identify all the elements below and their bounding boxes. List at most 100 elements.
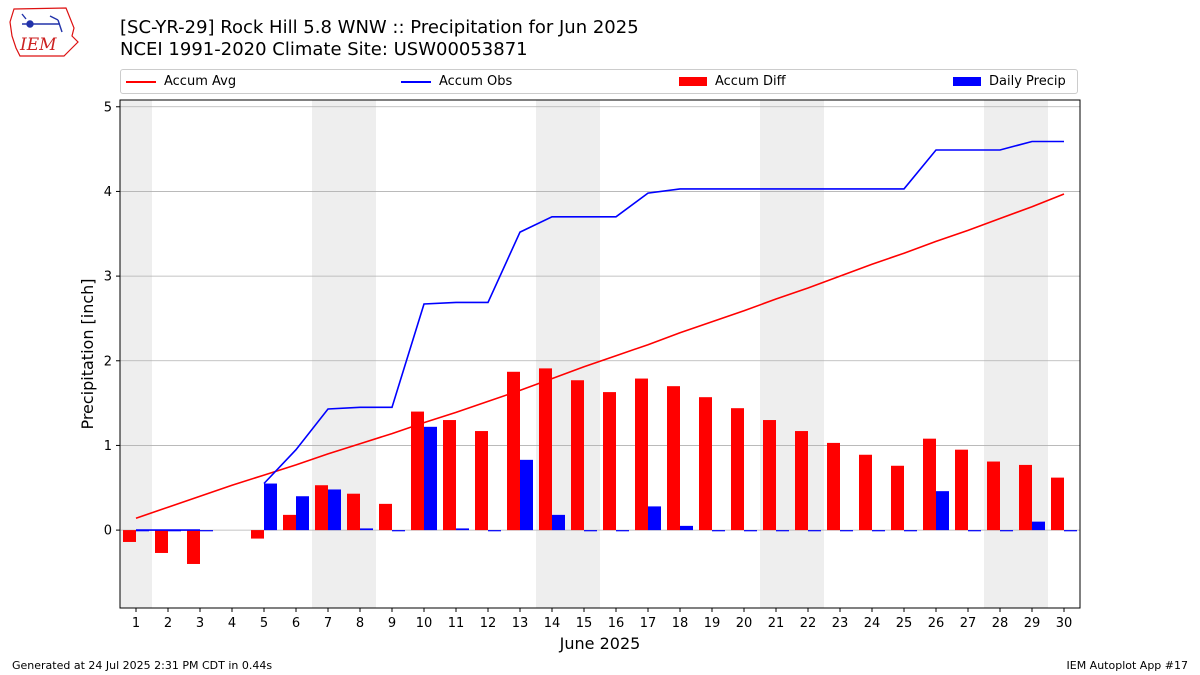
bar-accum-diff	[859, 454, 872, 531]
bar-accum-diff	[571, 380, 584, 531]
x-tick-label: 29	[1024, 616, 1041, 631]
legend-item-accum-avg: Accum Avg	[126, 70, 236, 93]
x-tick-label: 19	[704, 616, 721, 631]
legend-label-accum-obs: Accum Obs	[439, 74, 513, 89]
weekend-band	[120, 100, 152, 608]
x-tick-label: 15	[576, 616, 593, 631]
line-accum-avg	[135, 193, 1065, 520]
y-tick-label: 3	[104, 270, 112, 285]
bar-daily-precip	[392, 530, 405, 532]
bar-daily-precip	[648, 506, 661, 531]
bar-accum-diff	[443, 420, 456, 531]
x-axis-label: June 2025	[559, 634, 641, 653]
plot-frame	[119, 99, 1081, 609]
bar-daily-precip	[872, 530, 885, 532]
legend-swatch-accum-obs	[401, 80, 431, 83]
bar-daily-precip	[616, 530, 629, 532]
bar-accum-diff	[1051, 477, 1064, 531]
bar-daily-precip	[776, 530, 789, 532]
x-tick-label: 28	[992, 616, 1009, 631]
x-tick-label: 26	[928, 616, 945, 631]
x-tick-label: 12	[480, 616, 497, 631]
bar-accum-diff	[379, 503, 392, 531]
x-tick-label: 21	[768, 616, 785, 631]
bar-daily-precip	[936, 491, 949, 531]
bar-accum-diff	[763, 420, 776, 531]
weekend-band	[312, 100, 376, 608]
bar-accum-diff	[347, 493, 360, 531]
y-tick-label: 1	[104, 439, 112, 454]
x-tick-label: 23	[832, 616, 849, 631]
iem-logo-text: IEM	[19, 35, 57, 55]
bar-daily-precip	[968, 530, 981, 532]
x-tick-label: 7	[324, 616, 332, 631]
y-axis-label: Precipitation [inch]	[78, 278, 97, 429]
legend: Accum Avg Accum Obs Accum Diff Daily Pre…	[120, 69, 1078, 94]
bar-daily-precip	[520, 459, 533, 531]
x-tick-label: 17	[640, 616, 657, 631]
legend-swatch-accum-avg	[126, 80, 156, 83]
bar-daily-precip	[584, 530, 597, 532]
legend-item-daily-precip: Daily Precip	[953, 70, 1066, 93]
chart-title: [SC-YR-29] Rock Hill 5.8 WNW :: Precipit…	[120, 17, 639, 38]
legend-swatch-accum-diff	[679, 77, 707, 86]
bar-daily-precip	[200, 530, 213, 532]
bar-accum-diff	[315, 485, 328, 531]
bar-accum-diff	[187, 530, 200, 564]
legend-label-daily-precip: Daily Precip	[989, 74, 1066, 89]
bar-accum-diff	[955, 449, 968, 531]
x-tick-label: 16	[608, 616, 625, 631]
legend-item-accum-diff: Accum Diff	[679, 70, 786, 93]
bar-accum-diff	[155, 530, 168, 553]
y-tick-label: 2	[104, 354, 112, 369]
line-accum-obs	[263, 140, 1064, 485]
x-tick-label: 22	[800, 616, 817, 631]
x-tick-label: 20	[736, 616, 753, 631]
bar-accum-diff	[731, 408, 744, 531]
y-tick-label: 5	[104, 100, 112, 115]
chart-subtitle: NCEI 1991-2020 Climate Site: USW00053871	[120, 39, 528, 60]
bar-accum-diff	[923, 438, 936, 531]
x-tick-label: 5	[260, 616, 268, 631]
legend-label-accum-avg: Accum Avg	[164, 74, 237, 89]
bar-accum-diff	[603, 392, 616, 531]
weekend-band	[536, 100, 600, 608]
iem-logo: IEM	[9, 7, 79, 57]
app-credit: IEM Autoplot App #17	[1066, 659, 1189, 672]
x-tick-label: 11	[448, 616, 465, 631]
title-block: [SC-YR-29] Rock Hill 5.8 WNW :: Precipit…	[120, 17, 639, 61]
bar-accum-diff	[283, 514, 296, 531]
x-tick-label: 18	[672, 616, 689, 631]
bar-accum-diff	[699, 397, 712, 531]
x-tick-label: 27	[960, 616, 977, 631]
bar-accum-diff	[1019, 464, 1032, 531]
x-tick-label: 30	[1056, 616, 1073, 631]
bar-daily-precip	[1032, 521, 1045, 531]
y-tick-label: 4	[104, 185, 112, 200]
x-tick-label: 25	[896, 616, 913, 631]
bar-daily-precip	[488, 530, 501, 532]
x-tick-label: 10	[416, 616, 433, 631]
y-tick-label: 0	[104, 524, 112, 539]
x-tick-label: 6	[292, 616, 300, 631]
bar-daily-precip	[424, 426, 437, 531]
bar-accum-diff	[667, 386, 680, 531]
x-tick-label: 1	[132, 616, 140, 631]
bar-accum-diff	[123, 530, 136, 542]
bar-accum-diff	[827, 442, 840, 531]
x-tick-label: 4	[228, 616, 236, 631]
bar-accum-diff	[539, 368, 552, 531]
x-tick-label: 2	[164, 616, 172, 631]
bar-daily-precip	[1064, 530, 1077, 532]
bar-accum-diff	[251, 530, 264, 539]
bar-daily-precip	[680, 525, 693, 531]
legend-swatch-daily-precip	[953, 77, 981, 86]
bar-daily-precip	[840, 530, 853, 532]
x-tick-label: 14	[544, 616, 561, 631]
bar-daily-precip	[296, 496, 309, 531]
bar-accum-diff	[411, 411, 424, 531]
bar-daily-precip	[456, 528, 469, 531]
legend-item-accum-obs: Accum Obs	[401, 70, 512, 93]
bar-daily-precip	[360, 528, 373, 531]
